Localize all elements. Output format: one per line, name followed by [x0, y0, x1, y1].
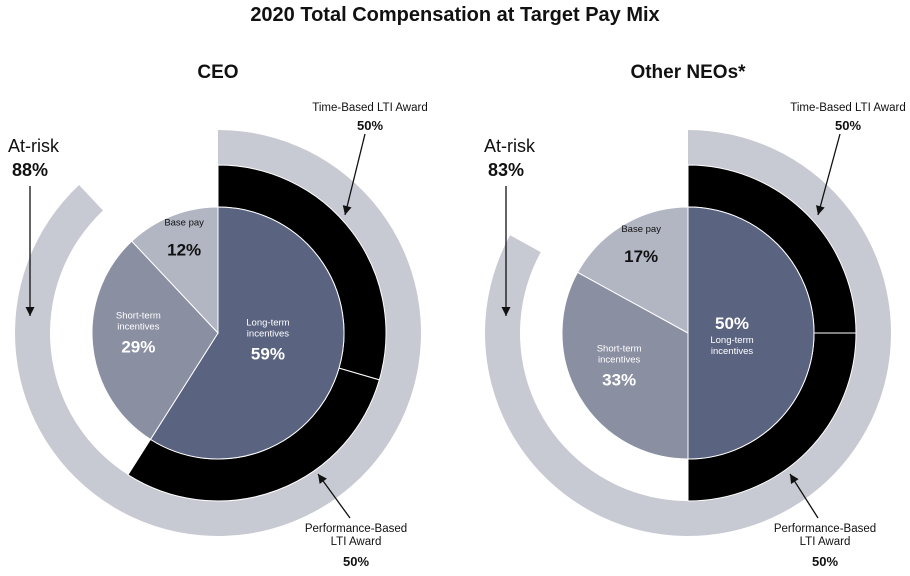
slice-label-base-1-0: Base pay	[621, 224, 661, 235]
slice-value-st-0: 29%	[121, 338, 155, 357]
at-risk-arrow-0-head	[25, 307, 35, 316]
perf-based-label-1-1: LTI Award	[800, 536, 851, 548]
chart-title: 2020 Total Compensation at Target Pay Mi…	[250, 4, 660, 26]
slice-value-lt-1: 50%	[715, 314, 749, 333]
at-risk-value-1: 83%	[488, 160, 524, 180]
time-based-arrow-0	[344, 133, 366, 216]
at-risk-label-1: At-risk	[484, 136, 536, 156]
perf-based-label-1-0: Performance-Based	[774, 523, 876, 535]
time-based-arrow-1-head	[816, 205, 825, 215]
slice-label-st-0-0: Short-term	[116, 311, 161, 322]
pie-slice-long-term-1	[687, 206, 815, 460]
slice-label-lt-1-0: Long-term	[710, 335, 753, 346]
pie-slice-base-pay-0	[131, 206, 219, 335]
slice-value-st-1: 33%	[602, 371, 636, 390]
slice-value-base-1: 17%	[624, 247, 658, 266]
panel-title-1: Other NEOs*	[630, 62, 746, 83]
time-based-value-0: 50%	[357, 118, 383, 133]
time-based-label-1: Time-Based LTI Award	[790, 102, 905, 114]
time-based-arrow-1	[817, 133, 841, 216]
slice-value-base-0: 12%	[167, 240, 201, 259]
slice-label-st-1-1: incentives	[598, 355, 640, 366]
slice-label-lt-0-1: incentives	[247, 329, 289, 340]
slice-label-st-0-1: incentives	[117, 322, 159, 333]
at-risk-label-0: At-risk	[8, 136, 60, 156]
slice-label-base-0-0: Base pay	[164, 217, 204, 228]
perf-based-arrow-0	[317, 473, 351, 519]
slice-label-st-1-0: Short-term	[597, 344, 642, 355]
slice-value-lt-0: 59%	[251, 345, 285, 364]
at-risk-value-0: 88%	[12, 160, 48, 180]
time-based-label-0: Time-Based LTI Award	[312, 102, 427, 114]
slice-label-lt-0-0: Long-term	[246, 318, 289, 329]
pie-slice-short-term-1	[561, 271, 689, 460]
perf-based-value-0: 50%	[343, 554, 369, 569]
pie-slice-short-term-0	[91, 240, 219, 441]
time-based-value-1: 50%	[835, 118, 861, 133]
pie-slice-long-term-0	[149, 206, 345, 460]
pie-slice-base-pay-1	[576, 206, 689, 334]
perf-based-arrow-0-head	[318, 474, 327, 484]
perf-based-arrow-1-head	[790, 474, 799, 485]
perf-based-value-1: 50%	[812, 554, 838, 569]
panel-title-0: CEO	[197, 62, 238, 83]
perf-based-label-0-1: LTI Award	[331, 536, 382, 548]
time-based-arrow-0-head	[342, 205, 352, 215]
slice-label-lt-1-1: incentives	[711, 346, 753, 357]
perf-based-label-0-0: Performance-Based	[305, 523, 407, 535]
at-risk-arrow-1-head	[501, 307, 511, 316]
